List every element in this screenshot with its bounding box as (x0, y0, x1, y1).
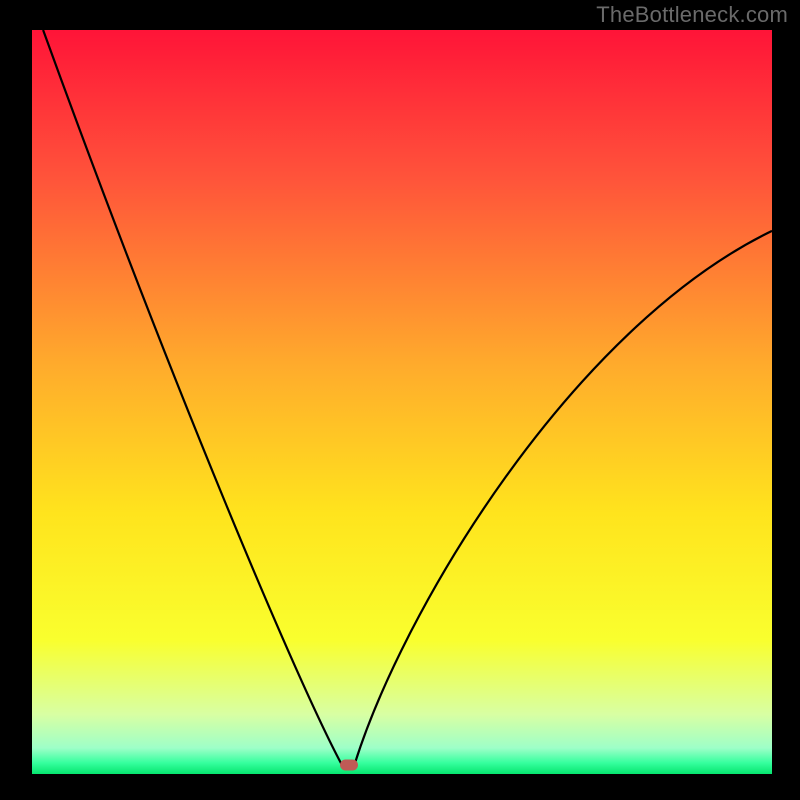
bottleneck-curve (32, 30, 772, 774)
curve-left-branch (43, 30, 343, 767)
plot-area (32, 30, 772, 774)
chart-container (32, 30, 772, 774)
optimum-marker (340, 760, 358, 771)
attribution-watermark: TheBottleneck.com (596, 2, 788, 28)
curve-right-branch (354, 231, 772, 767)
